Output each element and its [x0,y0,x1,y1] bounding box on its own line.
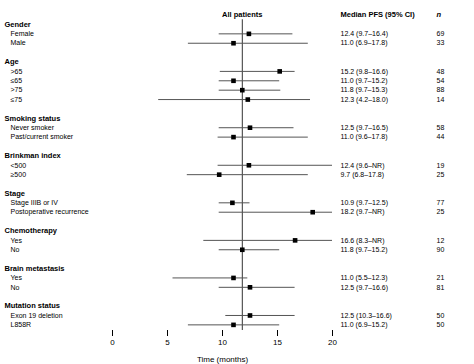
svg-text:54: 54 [437,77,445,84]
svg-text:10: 10 [218,338,227,347]
svg-text:Postoperative recurrence: Postoperative recurrence [11,208,89,216]
svg-text:15.2 (9.8–16.6): 15.2 (9.8–16.6) [341,68,388,76]
svg-text:12.5 (9.7–16.5): 12.5 (9.7–16.5) [341,124,388,132]
svg-text:11.0 (6.9–15.2): 11.0 (6.9–15.2) [341,321,388,329]
svg-text:11.8 (9.7–15.3): 11.8 (9.7–15.3) [341,86,388,94]
svg-text:n: n [437,10,442,19]
svg-text:Brinkman index: Brinkman index [5,151,62,160]
svg-text:≤65: ≤65 [11,77,23,84]
svg-text:81: 81 [437,284,445,291]
svg-text:Median PFS (95% CI): Median PFS (95% CI) [341,10,416,19]
svg-text:Chemotherapy: Chemotherapy [5,226,58,235]
svg-text:10.9 (9.7–12.5): 10.9 (9.7–12.5) [341,199,388,207]
svg-text:Gender: Gender [5,20,31,29]
svg-text:0: 0 [110,338,115,347]
svg-text:77: 77 [437,199,445,206]
svg-text:12.4 (9.7–16.4): 12.4 (9.7–16.4) [341,30,388,38]
svg-text:21: 21 [437,274,445,281]
svg-text:25: 25 [437,171,445,178]
svg-text:50: 50 [437,312,445,319]
svg-text:Brain metastasis: Brain metastasis [5,264,65,273]
svg-text:No: No [11,284,20,291]
svg-text:≤75: ≤75 [11,96,23,103]
svg-text:Mutation status: Mutation status [5,301,60,310]
svg-text:88: 88 [437,86,445,93]
svg-text:18.2 (9.7–NR): 18.2 (9.7–NR) [341,208,385,216]
svg-text:48: 48 [437,68,445,75]
svg-text:5: 5 [165,338,170,347]
svg-text:33: 33 [437,39,445,46]
svg-text:No: No [11,246,20,253]
svg-text:Stage IIIB or IV: Stage IIIB or IV [11,199,59,207]
svg-text:19: 19 [437,162,445,169]
svg-text:12.3 (4.2–18.0): 12.3 (4.2–18.0) [341,96,388,104]
svg-text:>65: >65 [11,68,23,75]
svg-text:69: 69 [437,30,445,37]
svg-text:Time (months): Time (months) [197,355,249,364]
svg-text:15: 15 [273,338,282,347]
svg-text:Yes: Yes [11,237,23,244]
svg-text:44: 44 [437,133,445,140]
svg-text:>75: >75 [11,86,23,93]
svg-text:12.5 (10.3–16.6): 12.5 (10.3–16.6) [341,312,392,320]
svg-text:Past/current smoker: Past/current smoker [11,133,74,140]
svg-text:L858R: L858R [11,321,32,328]
svg-text:Female: Female [11,30,34,37]
svg-text:9.7 (6.8–17.8): 9.7 (6.8–17.8) [341,171,385,179]
svg-text:50: 50 [437,321,445,328]
svg-text:12: 12 [437,237,445,244]
svg-text:Yes: Yes [11,274,23,281]
svg-text:11.0 (9.6–17.8): 11.0 (9.6–17.8) [341,133,388,141]
svg-text:11.0 (5.5–12.3): 11.0 (5.5–12.3) [341,274,388,282]
svg-text:Exon 19 deletion: Exon 19 deletion [11,312,63,319]
svg-text:12.5 (9.7–16.6): 12.5 (9.7–16.6) [341,284,388,292]
svg-text:20: 20 [328,338,337,347]
svg-text:Age: Age [5,57,19,66]
svg-text:Never smoker: Never smoker [11,124,55,131]
svg-text:≥500: ≥500 [11,171,27,178]
svg-text:Male: Male [11,39,26,46]
svg-text:Smoking status: Smoking status [5,114,61,123]
svg-text:Stage: Stage [5,189,25,198]
svg-text:All patients: All patients [222,10,262,19]
svg-text:11.0 (6.9–17.8): 11.0 (6.9–17.8) [341,39,388,47]
svg-text:<500: <500 [11,162,27,169]
svg-text:58: 58 [437,124,445,131]
svg-text:12.4 (9.6–NR): 12.4 (9.6–NR) [341,162,385,170]
svg-text:11.0 (9.7–15.2): 11.0 (9.7–15.2) [341,77,388,85]
svg-text:11.8 (9.7–15.2): 11.8 (9.7–15.2) [341,246,388,254]
svg-text:14: 14 [437,96,445,103]
svg-text:16.6 (8.3–NR): 16.6 (8.3–NR) [341,237,385,245]
svg-text:25: 25 [437,208,445,215]
svg-text:90: 90 [437,246,445,253]
